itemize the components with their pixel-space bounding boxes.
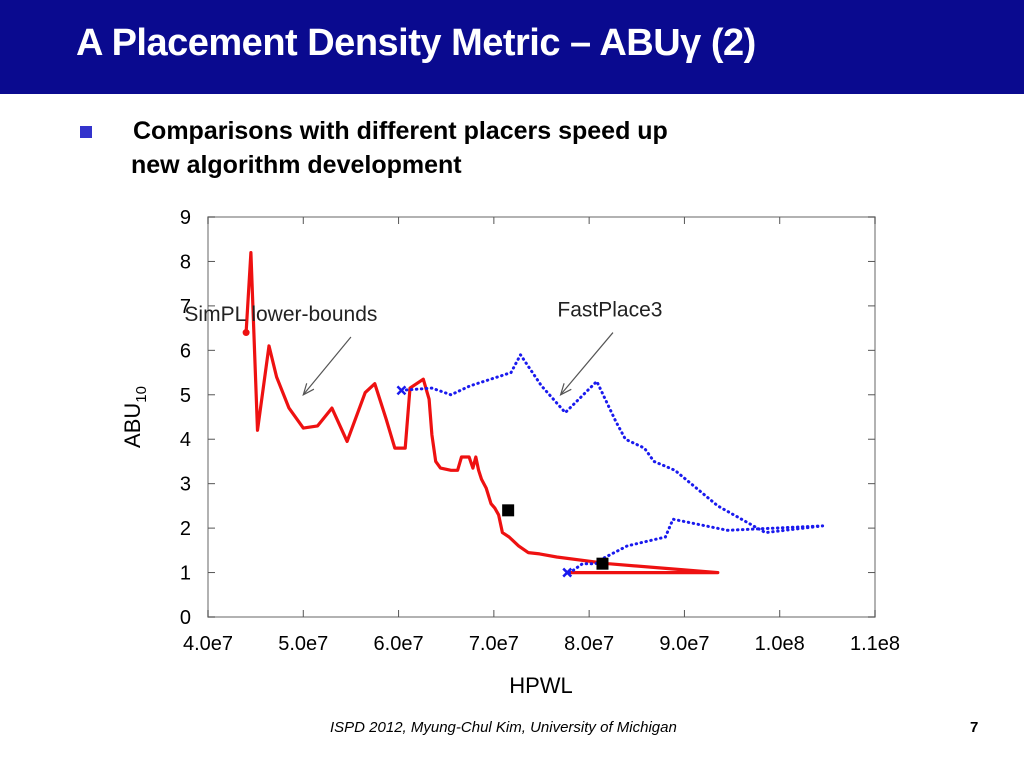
square-marker	[502, 504, 515, 517]
bullet-line-1: Comparisons with different placers speed…	[133, 117, 668, 145]
x-tick-label: 6.0e7	[374, 633, 424, 655]
y-tick-label: 9	[180, 207, 191, 229]
slide-title: A Placement Density Metric – ABUγ (2)	[76, 22, 756, 64]
title-bar: A Placement Density Metric – ABUγ (2)	[0, 0, 1024, 94]
bullet-square-icon	[80, 126, 92, 138]
x-tick-label: 7.0e7	[469, 633, 519, 655]
x-tick-label: 8.0e7	[564, 633, 614, 655]
x-tick-label: 5.0e7	[278, 633, 328, 655]
y-tick-label: 2	[180, 518, 191, 540]
x-tick-label: 1.0e8	[755, 633, 805, 655]
simpl-series-line	[244, 251, 720, 575]
fastplace3-annotation-label: FastPlace3	[557, 299, 662, 322]
x-axis-ticks: 4.0e7 5.0e7 6.0e7 7.0e7 8.0e7 9.0e7 1.0e8 1.1e8	[183, 217, 900, 655]
annotation-layer: SimPL lower-bounds FastPlace3	[184, 299, 662, 396]
y-axis-label: ABU10	[120, 386, 150, 448]
fastplace3-start-marker	[396, 385, 407, 396]
simpl-annotation-label: SimPL lower-bounds	[184, 303, 377, 326]
bullet-point: Comparisons with different placers speed…	[131, 114, 833, 182]
y-tick-label: 6	[180, 340, 191, 362]
plot-frame	[207, 216, 876, 618]
y-tick-label: 0	[180, 607, 191, 629]
fastplace3-series-line	[399, 353, 825, 575]
page-number: 7	[970, 719, 979, 736]
y-tick-label: 3	[180, 474, 191, 496]
footer-text: ISPD 2012, Myung-Chul Kim, University of…	[330, 719, 677, 736]
y-axis-label-main: ABU	[120, 403, 145, 448]
x-tick-label: 9.0e7	[659, 633, 709, 655]
square-marker	[596, 557, 609, 570]
simpl-annotation-arrowhead	[302, 383, 315, 396]
y-tick-label: 1	[180, 563, 191, 585]
fastplace3-end-marker	[562, 567, 573, 578]
simpl-annotation-arrow	[302, 336, 352, 396]
y-tick-label: 5	[180, 385, 191, 407]
bullet-line-2: new algorithm development	[131, 151, 462, 179]
series-layer	[242, 251, 825, 578]
y-tick-label: 8	[180, 251, 191, 273]
y-tick-label: 4	[180, 429, 191, 451]
x-axis-label: HPWL	[509, 673, 573, 698]
y-axis-ticks: 0 1 2 3 4 5 6 7 8 9	[180, 207, 875, 629]
y-axis-label-subscript: 10	[133, 386, 150, 403]
x-tick-label: 1.1e8	[850, 633, 900, 655]
fastplace3-annotation-arrow	[560, 332, 614, 396]
x-tick-label: 4.0e7	[183, 633, 233, 655]
simpl-start-marker	[242, 329, 250, 337]
fastplace3-annotation-arrowhead	[559, 383, 572, 396]
y-tick-label: 7	[180, 296, 191, 318]
